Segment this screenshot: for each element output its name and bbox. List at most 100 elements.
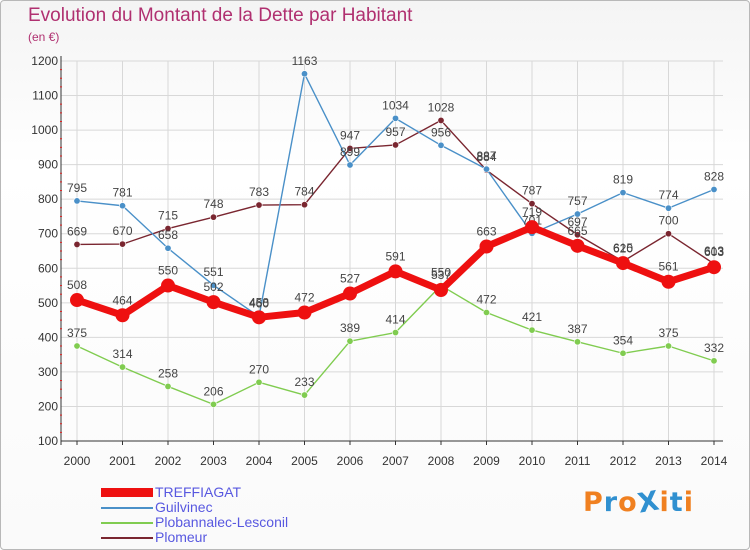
data-point	[573, 210, 581, 218]
data-label: 460	[249, 297, 269, 311]
data-point	[434, 283, 448, 298]
data-label: 375	[67, 326, 87, 340]
data-label: 233	[294, 375, 314, 389]
data-point	[573, 338, 581, 346]
logo-letter: r	[603, 487, 619, 518]
data-label: 783	[249, 185, 269, 199]
data-point	[391, 141, 399, 149]
data-point	[661, 274, 676, 289]
data-label: 414	[385, 313, 405, 327]
data-point	[73, 342, 81, 350]
y-tick-label: 200	[38, 399, 58, 413]
data-point	[119, 240, 127, 248]
data-point	[119, 202, 127, 210]
data-point	[210, 400, 218, 408]
data-label: 270	[249, 362, 269, 376]
data-label: 819	[613, 173, 633, 187]
y-tick-label: 800	[38, 192, 58, 206]
data-label: 1163	[292, 54, 318, 68]
data-label: 1028	[428, 100, 455, 114]
data-label: 774	[658, 188, 678, 202]
y-tick-label: 900	[38, 158, 58, 172]
data-point	[119, 363, 127, 371]
data-label: 781	[112, 186, 132, 200]
data-point	[300, 201, 308, 209]
data-label: 828	[704, 170, 724, 184]
data-point	[707, 260, 721, 275]
data-label: 354	[613, 333, 633, 347]
data-point	[70, 293, 84, 308]
data-label: 561	[658, 260, 678, 274]
x-tick-label: 2002	[155, 454, 182, 468]
data-point	[616, 256, 630, 271]
data-label: 603	[704, 245, 724, 259]
data-label: 757	[567, 194, 587, 208]
data-label: 957	[385, 125, 405, 139]
data-label: 550	[431, 266, 451, 280]
data-label: 748	[203, 197, 223, 211]
data-label: 669	[67, 224, 87, 238]
data-point	[164, 244, 172, 252]
data-label: 464	[112, 293, 132, 307]
data-point	[664, 230, 672, 238]
data-label: 1034	[382, 98, 409, 112]
legend-label: Plomeur	[155, 529, 208, 545]
x-tick-label: 2006	[337, 454, 364, 468]
data-label: 389	[340, 321, 360, 335]
data-label: 387	[567, 322, 587, 336]
data-point	[346, 161, 354, 169]
chart-unit: (en €)	[28, 30, 60, 44]
data-label: 697	[567, 215, 587, 229]
x-tick-label: 2009	[473, 454, 500, 468]
data-point	[115, 308, 130, 323]
data-point	[528, 326, 536, 334]
data-point	[482, 165, 490, 173]
y-tick-label: 1000	[31, 123, 58, 137]
chart-title: Evolution du Montant de la Dette par Hab…	[28, 5, 413, 26]
data-label: 527	[340, 271, 360, 285]
data-point	[255, 378, 263, 386]
x-tick-label: 2001	[109, 454, 136, 468]
data-label: 472	[294, 290, 314, 304]
x-tick-label: 2003	[200, 454, 227, 468]
data-point	[573, 231, 581, 239]
data-point	[343, 286, 357, 301]
logo-letter: i	[659, 487, 670, 518]
data-point	[664, 342, 672, 350]
data-label: 665	[567, 224, 587, 238]
data-point	[437, 116, 445, 124]
legend-label: Plobannalec-Lesconil	[155, 514, 289, 530]
data-point	[570, 238, 585, 253]
y-tick-label: 400	[38, 330, 58, 344]
data-label: 784	[294, 185, 314, 199]
data-point	[164, 382, 172, 390]
data-label: 670	[112, 224, 132, 238]
data-label: 795	[67, 181, 87, 195]
data-point	[73, 197, 81, 205]
y-tick-label: 1100	[32, 89, 58, 103]
logo-letter: t	[669, 487, 684, 518]
legend-swatch	[101, 522, 153, 524]
x-tick-label: 2013	[655, 454, 682, 468]
data-point	[210, 213, 218, 221]
data-label: 332	[704, 341, 724, 355]
x-tick-label: 2010	[519, 454, 546, 468]
data-point	[664, 204, 672, 212]
logo-letter: X	[635, 485, 663, 520]
x-tick-label: 2008	[428, 454, 455, 468]
logo-letter: i	[683, 487, 694, 518]
data-label: 956	[431, 125, 451, 139]
data-label: 899	[340, 145, 360, 159]
data-label: 314	[112, 347, 132, 361]
data-label: 620	[613, 241, 633, 255]
data-point	[161, 278, 175, 293]
data-point	[482, 308, 490, 316]
data-label: 472	[476, 292, 496, 306]
data-label: 550	[158, 264, 178, 278]
data-label: 615	[613, 241, 633, 255]
y-tick-label: 500	[38, 296, 58, 310]
x-tick-label: 2011	[565, 454, 591, 468]
logo-letter: o	[618, 487, 638, 518]
